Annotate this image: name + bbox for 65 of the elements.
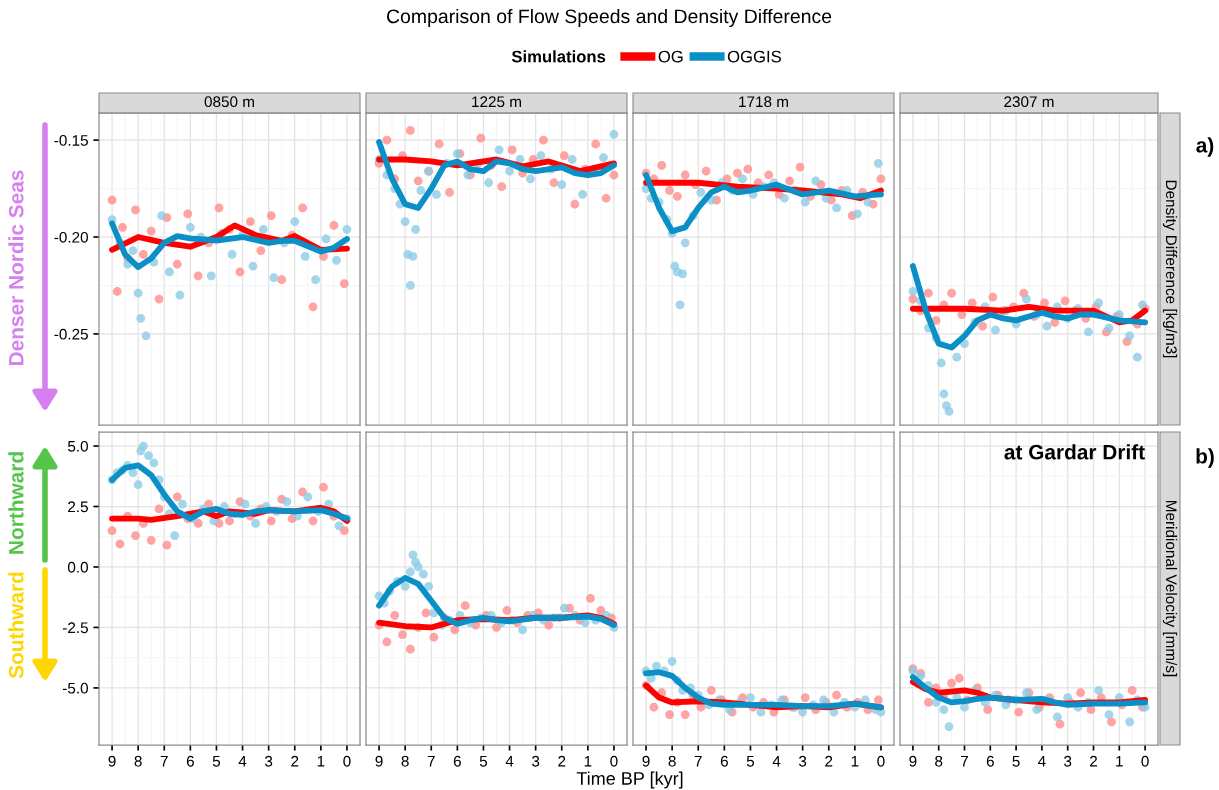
- x-tick-label: 7: [427, 755, 435, 767]
- x-tick-label: 2: [1090, 755, 1097, 767]
- y2-axis-title: Meridional Velocity [mm/s]: [1162, 501, 1178, 677]
- x-tick-label: 5: [212, 755, 221, 767]
- x-tick-label: 7: [160, 755, 168, 767]
- x-tick-label: 6: [453, 755, 461, 767]
- x-tick-label: 0: [1141, 755, 1149, 767]
- chart-title: 1225 m: [472, 96, 521, 108]
- chart-title: 1718 m: [739, 96, 788, 108]
- y-tick-label: 2.5: [68, 501, 88, 513]
- x-tick-label: 1: [851, 755, 859, 767]
- x-tick-label: 2: [558, 755, 566, 767]
- x-tick-label: 3: [531, 755, 540, 767]
- x-tick-label: 0: [610, 755, 618, 767]
- x-tick-label: 1: [1116, 755, 1123, 767]
- x-tick-label: 3: [798, 755, 807, 767]
- chart-title: 0850 m: [204, 96, 254, 108]
- x-tick-label: 5: [1012, 755, 1020, 767]
- x-tick-label: 9: [108, 755, 116, 767]
- x-tick-label: 8: [668, 755, 676, 767]
- text: Southward: [8, 572, 24, 679]
- x-tick-label: 2: [291, 755, 299, 767]
- x-tick-label: 1: [584, 755, 592, 767]
- x-tick-label: 6: [986, 755, 994, 767]
- text: Northward: [8, 452, 24, 554]
- annotation: at Gardar Drift: [1004, 444, 1145, 460]
- x-tick-label: 5: [746, 755, 755, 767]
- x-tick-label: 6: [186, 755, 194, 767]
- x-tick-label: 8: [935, 755, 943, 767]
- y-tick-label: -2.5: [62, 622, 88, 634]
- x-tick-label: 8: [401, 755, 409, 767]
- y-tick-label: -5.0: [62, 682, 88, 694]
- x-tick-label: 3: [1064, 755, 1072, 767]
- chart-title: 2307 m: [1004, 96, 1054, 108]
- legend-label: OG: [658, 50, 683, 63]
- x-tick-label: 5: [479, 755, 488, 767]
- x-tick-label: 0: [877, 755, 885, 767]
- x-tick-label: 9: [909, 755, 917, 767]
- x-tick-label: 0: [343, 755, 351, 767]
- x-tick-label: 3: [264, 755, 273, 767]
- x-tick-label: 7: [961, 755, 968, 767]
- x-tick-label: 2: [825, 755, 833, 767]
- x-tick-label: 7: [694, 755, 702, 767]
- y-tick-label: -0.20: [54, 231, 88, 243]
- y2-axis-title: Density Difference [kg/m3]: [1162, 180, 1178, 358]
- text: Comparison of Flow Speeds and Density Difference: [386, 8, 832, 28]
- legend-label: OGGIS: [727, 50, 781, 63]
- y-tick-label: -0.25: [54, 328, 88, 340]
- x-axis-title: Time BP [kyr]: [576, 771, 683, 789]
- x-tick-label: 4: [1038, 755, 1046, 767]
- x-tick-label: 4: [505, 755, 514, 767]
- x-tick-label: 9: [375, 755, 383, 767]
- x-tick-label: 6: [720, 755, 728, 767]
- x-tick-label: 4: [772, 755, 781, 767]
- text: Denser Nordic Seas: [8, 170, 24, 366]
- text: b): [1196, 448, 1214, 468]
- x-tick-label: 8: [134, 755, 142, 767]
- y-tick-label: 0.0: [67, 561, 88, 573]
- y-tick-label: 5.0: [67, 440, 88, 452]
- x-tick-label: 1: [317, 755, 325, 767]
- text: a): [1196, 137, 1214, 157]
- x-tick-label: 9: [642, 755, 650, 767]
- x-tick-label: 4: [238, 755, 247, 767]
- legend-title: Simulations: [511, 50, 606, 63]
- y-tick-label: -0.15: [54, 135, 88, 146]
